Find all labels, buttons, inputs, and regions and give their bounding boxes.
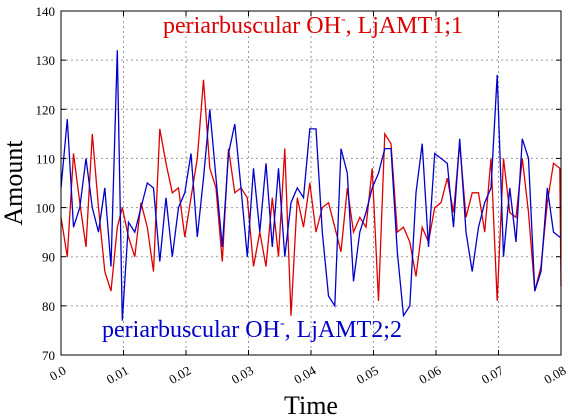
x-tick-label: 0.08 — [541, 363, 568, 387]
x-tick-label: 0.0 — [47, 363, 69, 384]
y-tick-label: 120 — [36, 102, 56, 117]
x-tick-label: 0.04 — [291, 362, 319, 387]
y-tick-label: 100 — [36, 201, 56, 216]
x-tick-label: 0.02 — [166, 363, 193, 387]
annotation-ljamt1: periarbuscular OH-, LjAMT1;1 — [163, 12, 463, 39]
x-tick-label: 0.05 — [354, 363, 381, 387]
series-group — [60, 50, 562, 321]
x-axis-label: Time — [284, 391, 338, 419]
annotation-ljamt2: periarbuscular OH-, LjAMT2;2 — [102, 316, 402, 343]
y-tick-label: 140 — [36, 4, 56, 19]
y-tick-label: 70 — [42, 348, 55, 363]
x-tick-label: 0.07 — [479, 362, 507, 387]
y-tick-label: 80 — [42, 299, 55, 314]
x-tick-label: 0.06 — [416, 362, 444, 387]
series-line-ljamt2 — [60, 50, 561, 321]
x-tick-label: 0.01 — [104, 363, 131, 387]
y-tick-label: 90 — [42, 250, 55, 265]
y-axis-label: Amount — [0, 140, 28, 226]
grid — [61, 11, 561, 355]
y-tick-label: 110 — [36, 151, 55, 166]
x-tick-label: 0.03 — [229, 363, 256, 387]
y-tick-label: 130 — [36, 53, 56, 68]
